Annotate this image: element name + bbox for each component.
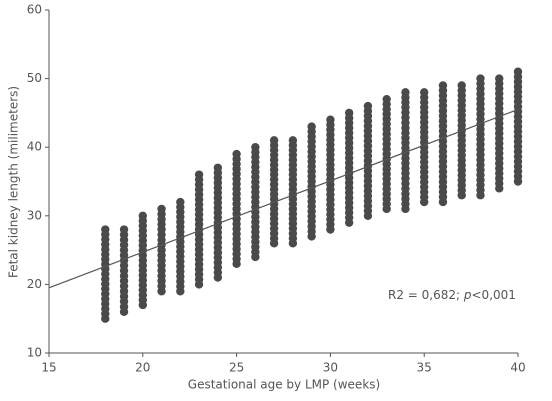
y-tick-label: 30 — [27, 208, 42, 222]
dot — [232, 149, 241, 159]
dot — [420, 88, 429, 97]
dot-column — [176, 197, 185, 296]
x-tick-label: 15 — [41, 361, 56, 375]
dot-column — [119, 225, 129, 317]
dot — [288, 136, 298, 145]
dot-column — [476, 74, 485, 200]
y-tick-label: 60 — [27, 3, 42, 17]
dot — [476, 74, 485, 83]
y-axis-label: Fetal kidney length (milimeters) — [7, 86, 21, 278]
dot — [213, 163, 223, 172]
annotation-text: R2 = 0,682; — [388, 288, 464, 302]
dot — [495, 74, 504, 83]
y-tick-label: 20 — [27, 277, 42, 291]
x-axis-label: Gestational age by LMP (weeks) — [188, 378, 380, 392]
y-tick-label: 40 — [27, 140, 42, 154]
y-tick-label: 50 — [27, 71, 42, 85]
dot-column — [420, 88, 429, 207]
fit-line — [48, 108, 519, 289]
dot-column — [194, 170, 204, 289]
dot-column — [513, 67, 523, 186]
dot — [251, 143, 260, 152]
y-tick-label: 10 — [27, 346, 42, 360]
dot — [438, 81, 448, 90]
dot — [176, 197, 185, 207]
x-tick-label: 30 — [323, 361, 338, 375]
dot — [157, 204, 166, 214]
dot-column — [401, 88, 410, 214]
dot — [138, 211, 147, 220]
dot-column — [232, 149, 241, 269]
annotation-text: <0,001 — [472, 288, 516, 302]
dot-column — [101, 225, 110, 323]
x-tick-label: 20 — [135, 361, 150, 375]
dot — [101, 225, 110, 234]
x-tick-label: 40 — [510, 361, 525, 375]
dot-column — [382, 94, 391, 214]
dot-column — [344, 108, 354, 227]
dot-column — [251, 143, 260, 262]
dot-column — [157, 204, 166, 296]
dot — [326, 115, 335, 124]
dot — [457, 81, 466, 90]
annotation: R2 = 0,682; p<0,001 — [388, 288, 516, 302]
dot — [513, 67, 523, 76]
dot — [269, 136, 279, 145]
dot-column — [438, 81, 448, 207]
dot-column — [213, 163, 223, 282]
dot-column — [457, 81, 466, 200]
dot-column — [138, 211, 147, 310]
dot — [307, 122, 316, 131]
dot-column — [363, 101, 373, 220]
dot — [363, 101, 373, 111]
x-tick-label: 25 — [229, 361, 244, 375]
dot — [382, 94, 391, 104]
annotation-italic: p — [463, 288, 472, 302]
dot-column — [269, 136, 279, 248]
dot-column — [307, 122, 316, 241]
dot — [401, 88, 410, 97]
x-tick-label: 35 — [417, 361, 432, 375]
dot-column — [326, 115, 335, 234]
dot — [119, 225, 129, 234]
dot — [344, 108, 354, 118]
dot-column — [495, 74, 504, 193]
dot-column — [288, 136, 298, 248]
dot — [194, 170, 204, 179]
